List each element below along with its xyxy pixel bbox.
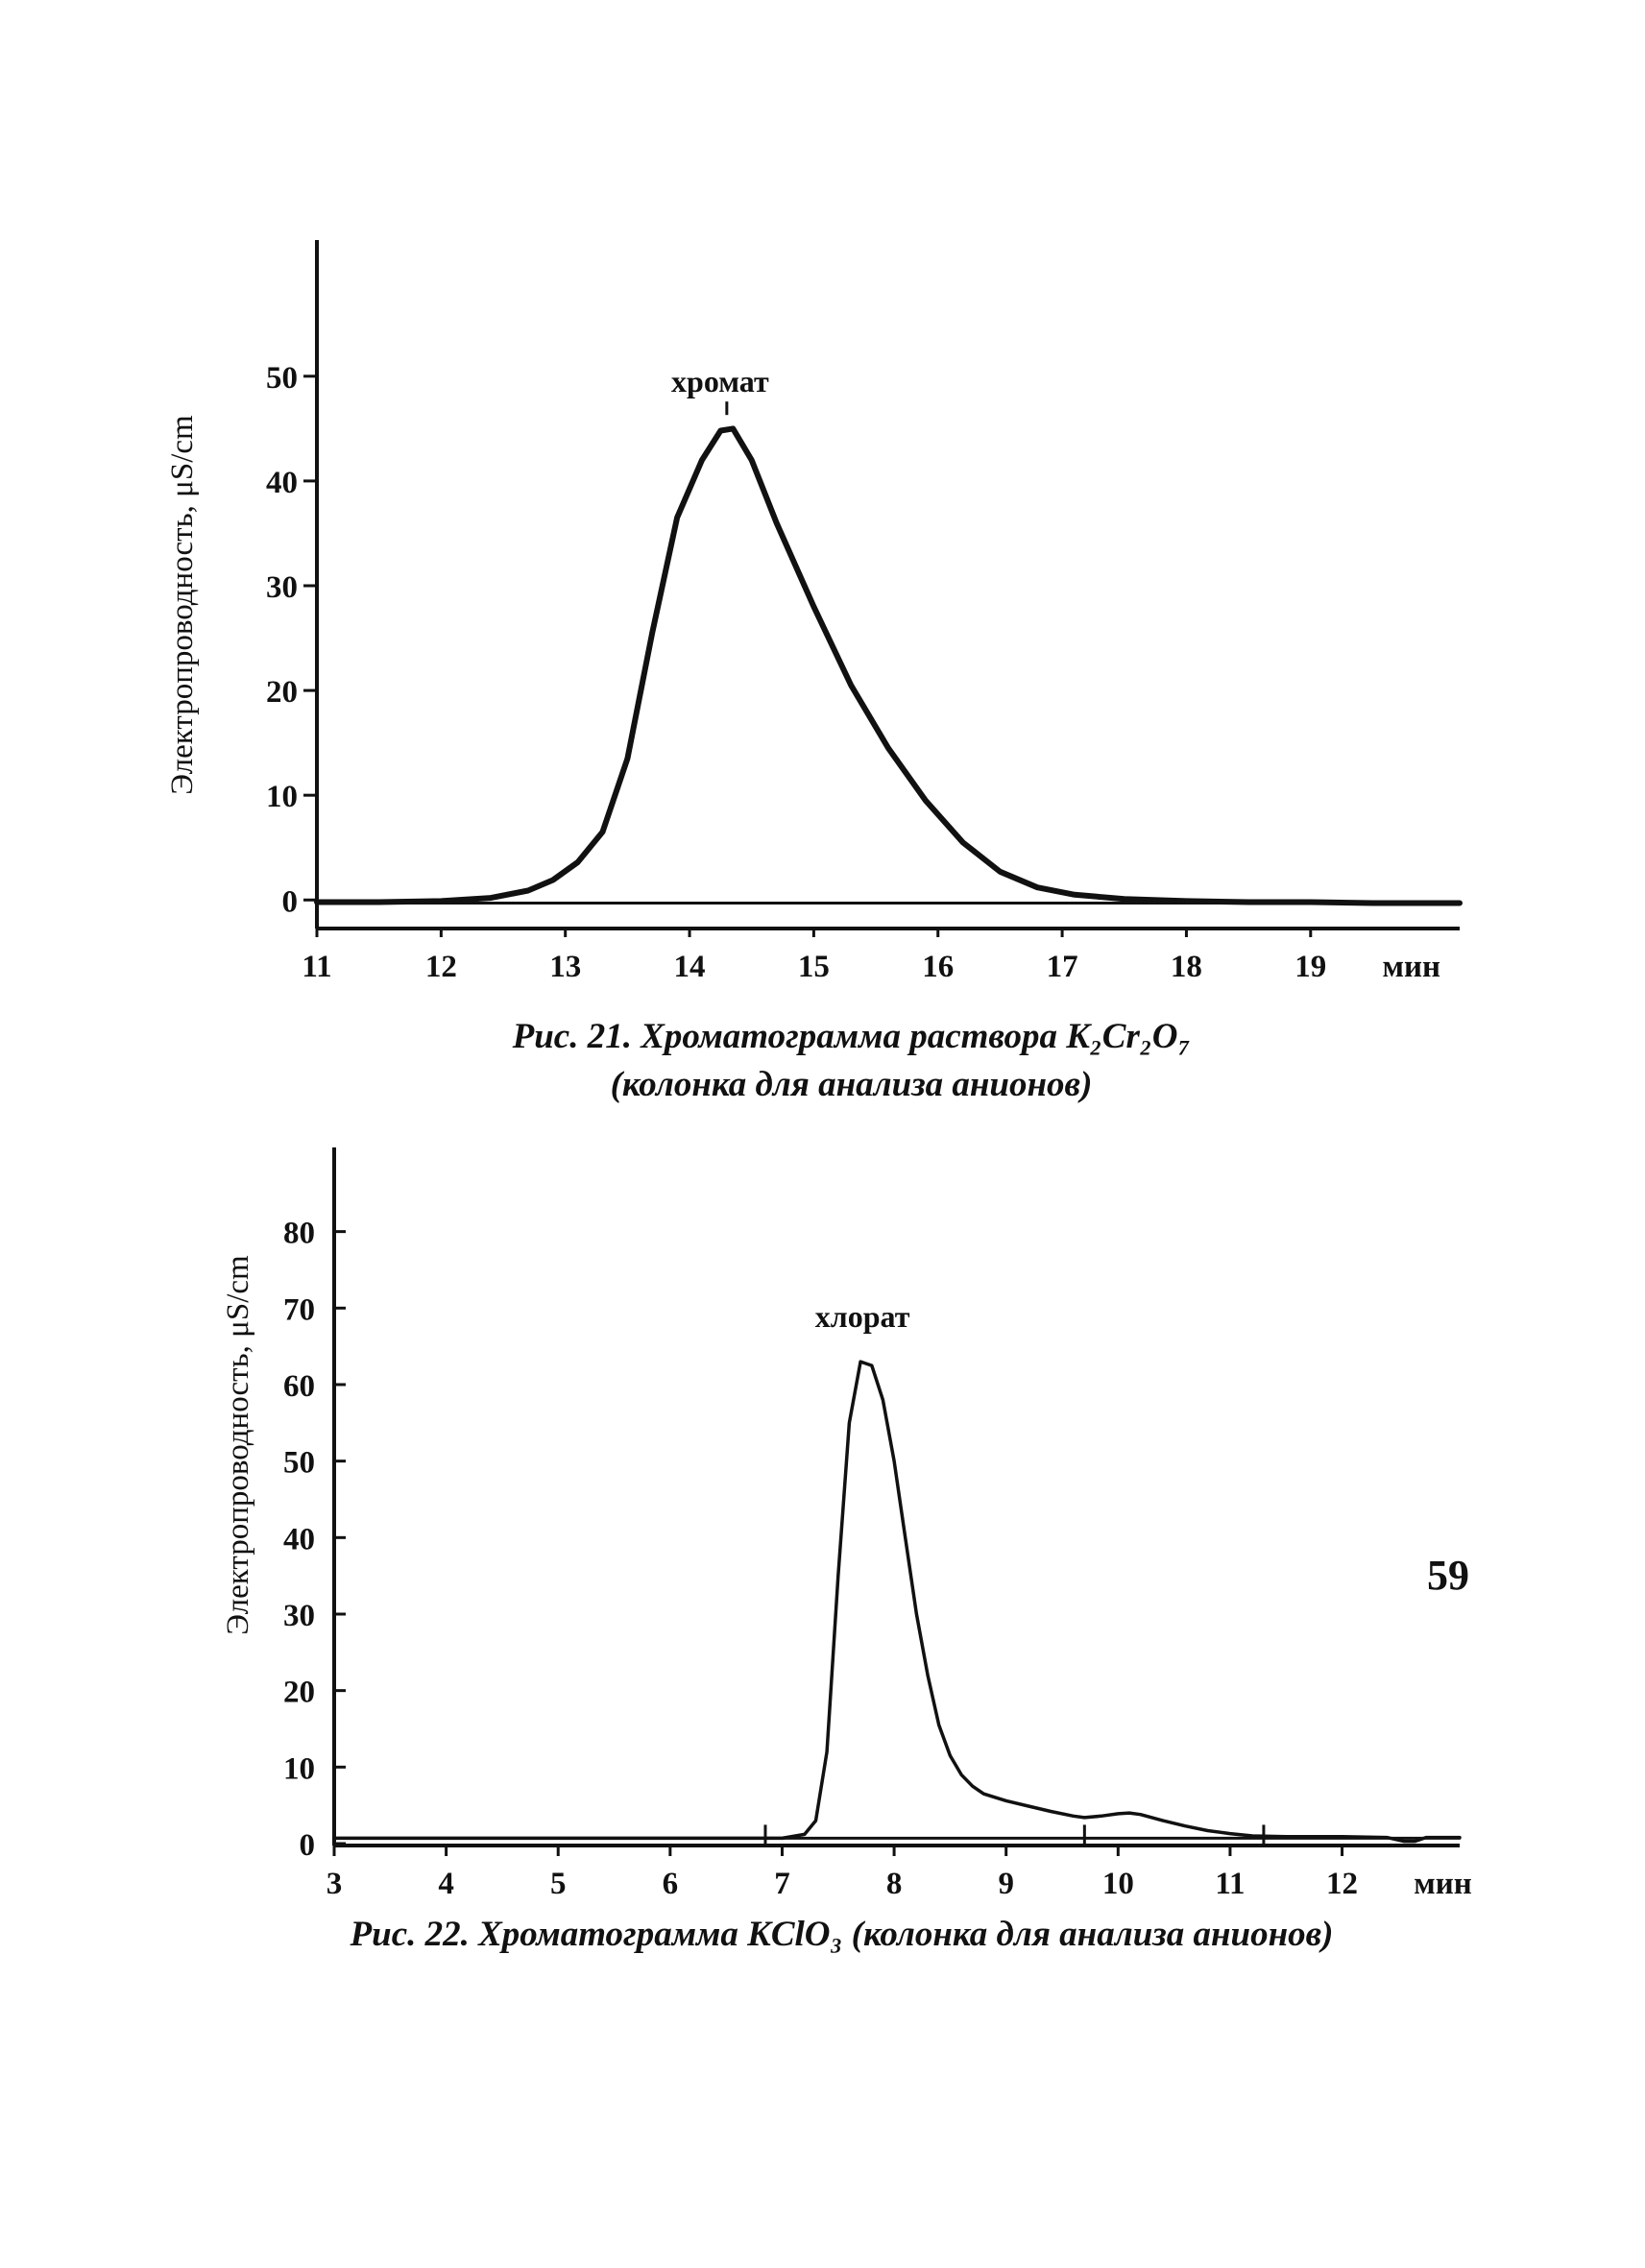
chart22-x-tick-label: 9 (998, 1867, 1014, 1901)
chart22-y-tick-label: 0 (300, 1828, 316, 1863)
chart21-y-tick-label: 0 (282, 884, 299, 919)
chart22-y-tick-label: 10 (283, 1751, 315, 1786)
chart21-y-axis-label: Электропроводность, μS/cm (165, 415, 200, 795)
chart21-x-tick-label: 11 (302, 950, 331, 984)
chart21-x-tick-label: 12 (425, 950, 457, 984)
chart21-series-thick (314, 425, 1463, 906)
figure-21-caption: Рис. 21. Хроматограмма раствора K₂Cr₂O₇ … (29, 1013, 1645, 1109)
figure-22-caption-line1: Рис. 22. Хроматограмма KClO₃ (колонка дл… (350, 1915, 1334, 1954)
chart21-x-tick-label: 16 (922, 950, 954, 984)
chart22-y-axis-label: Электропроводность, μS/cm (221, 1255, 255, 1635)
chart22-y-tick-label: 30 (283, 1599, 315, 1633)
figure-21-caption-line2: (колонка для анализа анионов) (610, 1065, 1093, 1104)
chart22-x-tick-label: 10 (1102, 1867, 1134, 1901)
chart22-x-tick-label: 6 (663, 1867, 679, 1901)
chart22-y-tick-label: 60 (283, 1369, 315, 1404)
chart22-series-thin (332, 1360, 1462, 1844)
figure-21-caption-line1: Рис. 21. Хроматограмма раствора K₂Cr₂O₇ (512, 1017, 1191, 1056)
page-number: 59 (1427, 1552, 1469, 1599)
chart22-x-tick-label: 8 (886, 1867, 903, 1901)
chart22-y-tick-label: 40 (283, 1522, 315, 1556)
chart21-y-tick-label: 40 (266, 466, 298, 500)
chart22-x-tick-label: 4 (438, 1867, 454, 1901)
chart-22: 0 10 20 30 40 50 60 70 80 3 4 5 6 7 8 9 10 11 12 мин Электро… (221, 1147, 1472, 1901)
chart22-x-tick-label: 12 (1326, 1867, 1358, 1901)
chart21-y-tick-label: 10 (266, 780, 298, 814)
chart21-y-tick-label: 50 (266, 361, 298, 396)
chart22-x-tick-label: 7 (774, 1867, 790, 1901)
chart21-y-tick-label: 30 (266, 570, 298, 605)
chart21-x-tick-label: 19 (1294, 950, 1326, 984)
chart21-x-tick-label: 17 (1047, 950, 1078, 984)
chart22-y-tick-label: 80 (283, 1217, 315, 1251)
chart21-x-axis-unit: мин (1383, 950, 1441, 984)
chart22-peak-label: хлорат (815, 1299, 910, 1334)
chart21-peak-label: хромат (671, 364, 769, 398)
chart22-y-tick-label: 50 (283, 1446, 315, 1481)
chart-21: 0 10 20 30 40 50 11 12 13 14 15 16 17 18 19 мин Электроп… (165, 240, 1463, 984)
chart21-x-tick-label: 14 (674, 950, 706, 984)
chart21-y-tick-label: 20 (266, 675, 298, 710)
chart22-x-tick-label: 5 (550, 1867, 567, 1901)
chart21-x-tick-label: 15 (798, 950, 830, 984)
chart22-x-tick-label: 11 (1215, 1867, 1245, 1901)
figure-22-caption: Рис. 22. Хроматограмма KClO₃ (колонка дл… (19, 1911, 1645, 1959)
chart22-x-axis-unit: мин (1414, 1867, 1472, 1901)
chart21-x-tick-label: 18 (1171, 950, 1202, 984)
chart22-y-tick-label: 20 (283, 1676, 315, 1710)
chart22-x-tick-label: 3 (327, 1867, 343, 1901)
chart22-y-tick-label: 70 (283, 1292, 315, 1327)
chart21-x-tick-label: 13 (549, 950, 581, 984)
